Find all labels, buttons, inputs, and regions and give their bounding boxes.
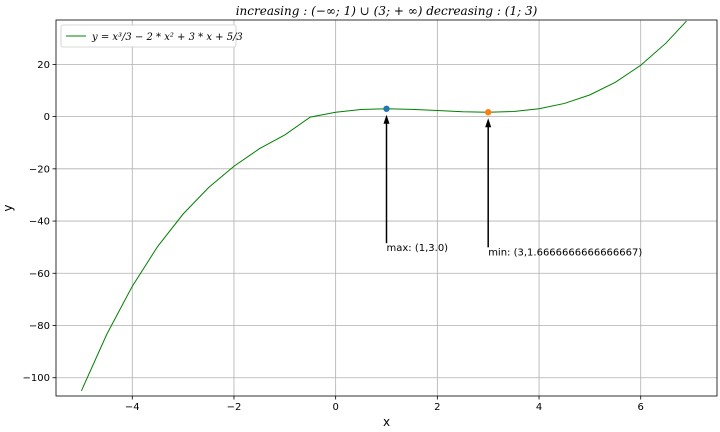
annotation-layer: max: (1,3.0) min: (3,1.6666666666666667) — [383, 114, 642, 258]
legend: y = x³/3 − 2 * x² + 3 * x + 5/3 — [60, 24, 243, 48]
marker-layer — [383, 105, 492, 116]
max-arrow-head — [383, 114, 390, 124]
function-curve — [80, 20, 687, 391]
max-annotation: max: (1,3.0) — [387, 243, 449, 254]
y-tick-label: −100 — [23, 373, 50, 384]
min-annotation: min: (3,1.6666666666666667) — [488, 247, 642, 258]
grid — [56, 20, 717, 396]
min-arrow-head — [485, 118, 492, 128]
y-tick-label: −80 — [29, 321, 50, 332]
legend-entry: y = x³/3 − 2 * x² + 3 * x + 5/3 — [91, 32, 243, 43]
min-point-marker — [484, 109, 492, 116]
y-tick-label: 0 — [44, 112, 50, 123]
y-tick-label: −20 — [29, 164, 50, 175]
x-axis-label: x — [383, 415, 390, 429]
x-tick-label: −4 — [125, 402, 140, 413]
x-tick-label: 6 — [638, 402, 644, 413]
y-axis-label: y — [1, 204, 15, 211]
max-point-marker — [383, 105, 390, 112]
y-tick-label: −40 — [29, 217, 50, 228]
y-tick-label: −60 — [29, 269, 50, 280]
plot-frame — [55, 19, 718, 397]
x-tick-label: −2 — [227, 402, 242, 413]
x-tick-label: 2 — [434, 402, 440, 413]
x-tick-label: 0 — [332, 402, 338, 413]
curve-layer — [80, 20, 687, 391]
chart-title: increasing : (−∞; 1) ∪ (3; + ∞) decreasi… — [236, 4, 538, 18]
legend-box — [60, 24, 237, 48]
x-tick-label: 4 — [536, 402, 542, 413]
y-tick-label: 20 — [37, 60, 50, 71]
